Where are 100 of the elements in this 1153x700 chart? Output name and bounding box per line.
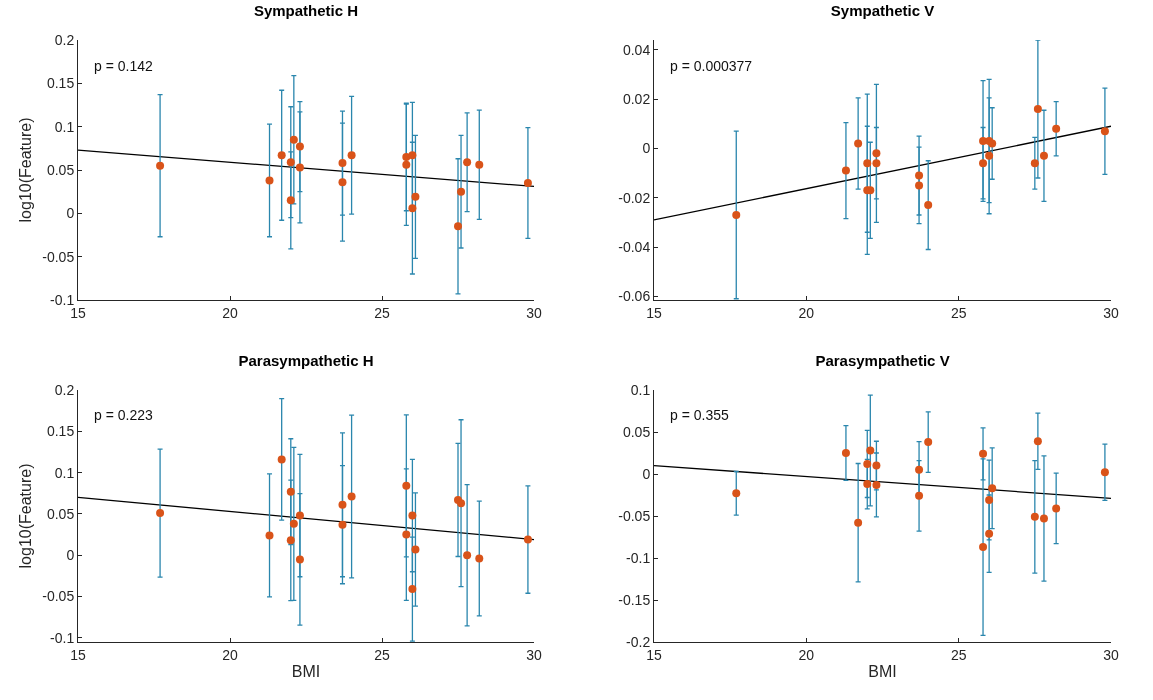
point bbox=[411, 545, 420, 554]
point bbox=[1052, 504, 1061, 513]
annotation: p = 0.223 bbox=[94, 407, 153, 423]
y-tick-label: 0 bbox=[66, 547, 75, 564]
point bbox=[915, 465, 924, 474]
point bbox=[475, 160, 484, 169]
point bbox=[988, 484, 997, 493]
point bbox=[915, 181, 924, 190]
point bbox=[408, 585, 417, 594]
y-tick-label: 0.15 bbox=[46, 75, 75, 92]
point bbox=[863, 459, 872, 468]
point bbox=[523, 535, 532, 544]
x-tick-label: 20 bbox=[222, 304, 238, 321]
x-tick-label: 15 bbox=[70, 646, 86, 663]
point bbox=[872, 159, 881, 168]
point bbox=[286, 536, 295, 545]
point bbox=[286, 158, 295, 167]
annotation: p = 0.142 bbox=[94, 58, 153, 74]
point bbox=[347, 151, 356, 160]
y-tick-label: 0 bbox=[642, 140, 651, 157]
y-tick-label: -0.1 bbox=[50, 629, 75, 646]
y-tick-label: 0 bbox=[642, 465, 651, 482]
point bbox=[915, 171, 924, 180]
point bbox=[1033, 105, 1042, 113]
point bbox=[732, 210, 741, 219]
point bbox=[408, 151, 417, 160]
point bbox=[1100, 468, 1109, 477]
point bbox=[463, 158, 472, 167]
x-tick-label: 25 bbox=[950, 304, 967, 321]
y-tick-label: 0.1 bbox=[54, 118, 75, 135]
y-tick-label: 0.02 bbox=[622, 91, 651, 108]
annotation: p = 0.355 bbox=[670, 407, 729, 423]
y-tick-label: -0.04 bbox=[618, 238, 651, 255]
x-tick-label: 30 bbox=[1103, 304, 1119, 321]
point bbox=[863, 159, 872, 168]
y-axis-title: log10(Feature) bbox=[17, 463, 35, 569]
point bbox=[295, 555, 304, 564]
point bbox=[872, 461, 881, 470]
chart-title: Parasympathetic H bbox=[238, 351, 374, 369]
y-tick-label: -0.02 bbox=[618, 189, 651, 206]
point bbox=[915, 491, 924, 500]
x-tick-label: 25 bbox=[950, 646, 967, 663]
point bbox=[347, 492, 356, 501]
point bbox=[286, 196, 295, 205]
point bbox=[156, 509, 165, 518]
point bbox=[1052, 124, 1061, 133]
point bbox=[289, 519, 298, 528]
y-tick-label: 0.2 bbox=[54, 31, 75, 48]
point bbox=[408, 511, 417, 520]
y-tick-label: 0.1 bbox=[630, 381, 651, 398]
point bbox=[924, 438, 933, 447]
point bbox=[295, 163, 304, 172]
x-tick-label: 20 bbox=[798, 646, 815, 663]
x-tick-label: 15 bbox=[646, 304, 662, 321]
chart-title: Sympathetic H bbox=[253, 1, 359, 19]
point bbox=[338, 520, 347, 529]
x-tick-label: 30 bbox=[526, 304, 542, 321]
x-axis-title: BMI bbox=[291, 663, 321, 681]
point bbox=[277, 455, 286, 464]
point bbox=[523, 179, 532, 187]
point bbox=[1039, 514, 1048, 523]
point bbox=[338, 500, 347, 509]
point bbox=[457, 499, 466, 508]
point bbox=[1039, 151, 1048, 160]
point bbox=[338, 159, 347, 168]
point bbox=[289, 135, 298, 144]
point bbox=[872, 480, 881, 489]
point bbox=[295, 511, 304, 520]
point bbox=[1030, 159, 1039, 168]
point bbox=[408, 204, 417, 213]
y-tick-label: 0.05 bbox=[622, 423, 651, 440]
x-axis-title: BMI bbox=[868, 663, 897, 681]
point bbox=[265, 531, 274, 540]
point bbox=[732, 489, 741, 498]
point bbox=[295, 142, 304, 151]
y-tick-label: 0.05 bbox=[46, 505, 75, 522]
chart-title: Parasympathetic V bbox=[815, 351, 950, 369]
point bbox=[402, 160, 411, 169]
point bbox=[338, 178, 347, 187]
y-tick-label: -0.15 bbox=[618, 591, 651, 608]
x-tick-label: 25 bbox=[374, 646, 390, 663]
point bbox=[156, 161, 165, 170]
point bbox=[402, 481, 411, 490]
point bbox=[277, 151, 286, 160]
x-tick-label: 30 bbox=[526, 646, 542, 663]
point bbox=[457, 187, 466, 196]
point bbox=[924, 201, 933, 210]
point bbox=[985, 496, 994, 505]
y-tick-label: -0.05 bbox=[618, 507, 651, 524]
point bbox=[872, 149, 881, 158]
point bbox=[866, 446, 875, 455]
y-tick-label: -0.05 bbox=[42, 248, 75, 265]
x-tick-label: 25 bbox=[374, 304, 390, 321]
point bbox=[1033, 437, 1042, 446]
x-tick-label: 30 bbox=[1103, 646, 1119, 663]
y-tick-label: -0.06 bbox=[618, 288, 651, 305]
point bbox=[985, 151, 994, 160]
point bbox=[979, 543, 988, 552]
y-tick-label: 0.05 bbox=[46, 161, 75, 178]
point bbox=[475, 554, 484, 563]
